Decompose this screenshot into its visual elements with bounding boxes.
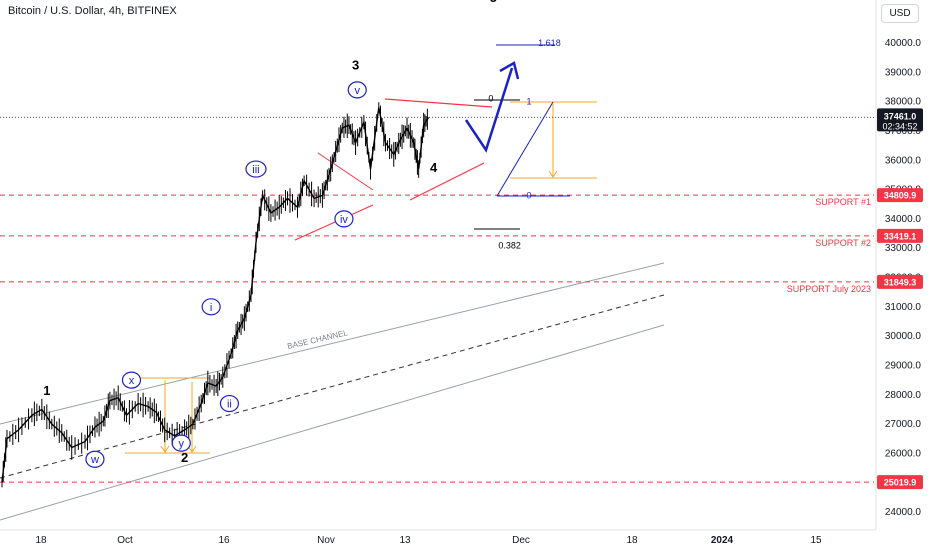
support-label: SUPPORT #1 [815,197,871,207]
fib-label: 1.618 [538,38,561,48]
wave-circle [245,160,267,178]
wave-circle [201,298,221,316]
y-tick-label: 26000.0 [885,448,922,459]
y-tick-label: 33000.0 [885,243,922,254]
support-lines: SUPPORT #1 SUPPORT #2 SUPPORT July 2023 [0,194,874,483]
fib-label: 0 [488,94,493,104]
x-tick-label: 13 [399,535,411,546]
y-tick-label: 30000.0 [885,331,922,342]
wave-circle [347,81,367,99]
projection-path [464,67,514,153]
current-price-tag [877,108,923,132]
y-tick-label: 27000.0 [885,419,922,430]
fib-label: 1 [527,97,532,107]
wave-circle [85,450,105,468]
fib-label: 0 [527,190,532,200]
support-label: SUPPORT July 2023 [787,284,871,294]
triangle-line [294,204,374,241]
y-tick-label: 38000.0 [885,97,922,108]
y-tick-label: 31000.0 [885,302,922,313]
y-tick-label: 37000.0 [885,126,922,137]
wave-label: w [90,454,99,466]
current-price-label: 37461.0 [884,111,917,121]
wave-label: 4 [430,160,438,175]
price-tag-label: 31849.3 [884,277,917,287]
x-tick-label: 16 [218,535,230,546]
price-series [0,102,874,488]
wave-label: v [354,85,360,97]
countdown-label: 02:34:52 [882,121,917,131]
wave-label: iv [340,214,348,226]
channel-upper-line [0,262,665,425]
price-tag-label: 25019.9 [884,478,917,488]
wave-circle [334,210,354,228]
price-tag [877,228,923,243]
fib-tools: 0 0.382 1.618 1 0 [125,38,597,454]
price-tag-label: 34809.9 [884,191,917,201]
time-axis[interactable]: 18 Oct 16 Nov 13 Dec 18 2024 15 [0,529,876,546]
wave-circle [171,434,191,452]
channel-mid-line [0,294,665,479]
triangle-pattern [294,98,493,241]
x-tick-label: Oct [117,535,133,546]
triangle-line [384,98,493,108]
y-tick-label: 39000.0 [885,67,922,78]
wave-label: 1 [43,383,50,398]
fib-arrow-head [160,445,170,453]
price-tag-label: 33419.1 [884,231,917,241]
fib-arrow-head [187,445,197,453]
wave-label: iii [252,164,259,176]
x-tick-label: 15 [810,535,822,546]
x-tick-label: 18 [35,535,47,546]
y-tick-label: 40000.0 [885,38,922,49]
projection-measure [496,101,554,197]
support-label: SUPPORT #2 [815,238,871,248]
x-tick-label: 18 [626,535,638,546]
x-tick-label: Dec [512,535,530,546]
x-tick-label: 2024 [711,535,734,546]
wave-label: ii [227,399,232,411]
chart-title: Bitcoin / U.S. Dollar, 4h, BITFINEX [8,5,177,17]
wave-label: 5 [490,0,497,5]
wave-labels: 12345wxyiiiiiiivv [43,0,497,468]
fib-arrow-head [548,170,558,178]
y-tick-label: 34000.0 [885,214,922,225]
wave-label: 2 [181,450,188,465]
wave-label: 3 [352,57,359,72]
fib-label: 0.382 [498,240,521,250]
wave-circle [121,371,142,389]
triangle-line [317,152,374,191]
wave-label: y [179,438,185,450]
projection-arrow-head [499,61,520,80]
y-tick-label: 36000.0 [885,155,922,166]
wave-label: i [210,302,212,314]
price-tag [877,188,923,203]
price-axis[interactable]: 24000.025000.026000.027000.028000.029000… [875,0,923,530]
y-tick-label: 28000.0 [885,390,922,401]
y-tick-label: 24000.0 [885,507,922,518]
price-tag [877,475,923,490]
channel-lower-line [0,324,665,521]
wave-circle [219,394,240,413]
wave-projection [464,61,554,197]
triangle-line [409,162,485,201]
wave-label: x [129,375,135,387]
currency-button[interactable]: USD [881,4,919,23]
price-tag [877,274,923,289]
x-tick-label: Nov [317,535,335,546]
y-tick-label: 29000.0 [885,360,922,371]
